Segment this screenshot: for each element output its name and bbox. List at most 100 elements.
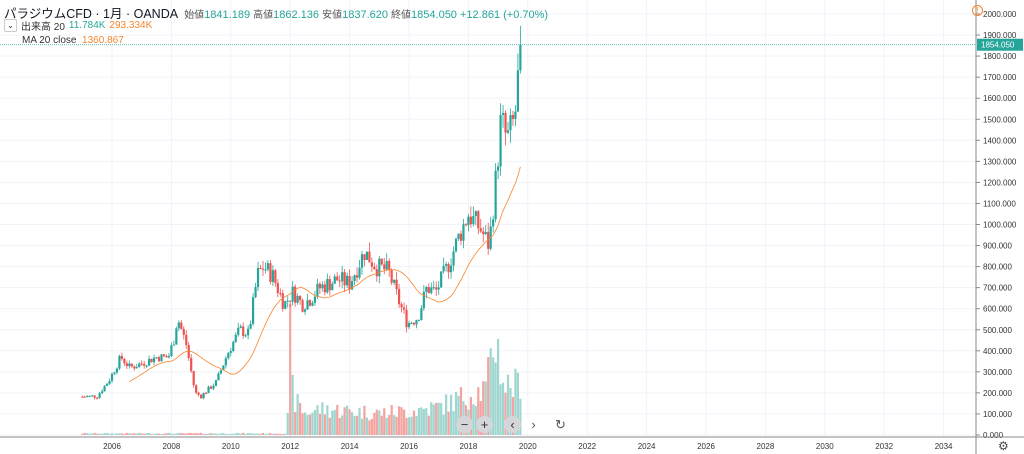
volume-bar [425, 408, 428, 435]
collapse-chevron-icon[interactable]: ⌄ [4, 19, 17, 32]
candle-body [195, 385, 198, 393]
volume-bar [355, 415, 359, 435]
zoom-in-button[interactable]: + [476, 416, 493, 433]
volume-bar [445, 394, 448, 435]
volume-bar [306, 414, 309, 435]
volume-bar [259, 433, 262, 435]
volume-bar [343, 407, 346, 435]
candle-body [93, 395, 96, 398]
warning-icon[interactable]: ! [972, 5, 983, 16]
volume-bar [148, 433, 151, 435]
candle-body [180, 322, 183, 329]
last-price-badge [977, 38, 1023, 51]
volume-bar [157, 433, 161, 435]
volume-bar [365, 417, 369, 435]
candle-body [224, 358, 227, 366]
candle-body [182, 328, 185, 335]
scroll-back-button[interactable]: ‹ [504, 416, 521, 433]
volume-bar [516, 372, 519, 435]
candle-body [472, 216, 475, 225]
candle-body [279, 293, 282, 295]
volume-bar [370, 418, 373, 435]
price-tick-label: 1200.000 [983, 178, 1017, 187]
candle-body [501, 113, 505, 115]
open-value: 1841.189 [204, 9, 251, 21]
candle-body [484, 232, 487, 235]
candle-body [251, 297, 255, 324]
price-tick-label: 700.000 [983, 284, 1012, 293]
reset-chart-button[interactable]: ↻ [552, 416, 569, 433]
candle-body [125, 363, 128, 367]
close-label: 終値 [391, 10, 412, 21]
candle-body [81, 396, 84, 398]
candle-body [110, 373, 114, 382]
candle-body [316, 283, 319, 297]
candle-body [308, 300, 312, 306]
candle-body [370, 262, 373, 267]
candle-body [464, 224, 468, 226]
candle-body [422, 291, 425, 309]
volume-bar [363, 405, 366, 435]
candle-body [120, 355, 123, 359]
volume-bar [108, 433, 111, 435]
volume-bar [294, 412, 297, 435]
volume-bar [115, 433, 119, 435]
volume-bar [323, 414, 326, 435]
price-tick-label: 0.000 [983, 431, 1004, 440]
candle-body [113, 372, 116, 374]
time-tick-label: 2008 [163, 442, 181, 451]
candle-body [348, 275, 351, 290]
ma-line [129, 166, 521, 383]
candle-body [388, 261, 391, 271]
volume-bar [242, 432, 245, 435]
candle-body [328, 279, 331, 291]
candle-body [417, 320, 420, 322]
price-tick-label: 600.000 [983, 305, 1012, 314]
volume-bar [160, 433, 163, 435]
candle-body [343, 272, 346, 286]
candle-body [511, 114, 515, 119]
candle-body [222, 365, 225, 371]
candle-body [249, 323, 252, 329]
volume-bar [249, 433, 252, 435]
candle-body [333, 276, 336, 284]
scroll-forward-button[interactable]: › [525, 416, 542, 433]
volume-bar [328, 417, 331, 435]
volume-bar [499, 384, 502, 435]
volume-bar [125, 432, 128, 435]
candle-body [499, 114, 502, 167]
candle-body [514, 111, 517, 119]
volume-bar [133, 433, 136, 435]
zoom-out-button[interactable]: − [456, 416, 473, 433]
volume-bar [459, 387, 463, 435]
time-tick-label: 2034 [935, 442, 953, 451]
candle-body [479, 228, 482, 232]
candle-body [385, 261, 388, 270]
volume-bar [321, 402, 324, 435]
ma-label: MA 20 close [22, 35, 77, 46]
volume-bar [247, 433, 250, 435]
volume-bar [454, 391, 458, 435]
volume-bar [239, 433, 242, 435]
time-tick-label: 2018 [460, 442, 478, 451]
candle-body [170, 345, 173, 356]
volume-bar [407, 417, 411, 435]
volume-bar [338, 417, 341, 435]
volume-bar [254, 433, 257, 435]
volume-bar [410, 416, 413, 435]
volume-bar [182, 433, 185, 435]
volume-bar [457, 395, 460, 435]
candle-body [457, 233, 460, 239]
candle-body [420, 308, 423, 321]
volume-bar [165, 433, 168, 435]
candle-body [202, 392, 205, 399]
volume-bar [326, 405, 329, 435]
volume-bar [447, 411, 450, 435]
settings-gear-icon[interactable]: ⚙ [998, 439, 1009, 453]
price-tick-label: 800.000 [983, 263, 1012, 272]
high-value: 1862.136 [273, 9, 320, 21]
candle-body [301, 300, 304, 312]
candle-body [128, 363, 131, 367]
candle-body [311, 302, 314, 306]
